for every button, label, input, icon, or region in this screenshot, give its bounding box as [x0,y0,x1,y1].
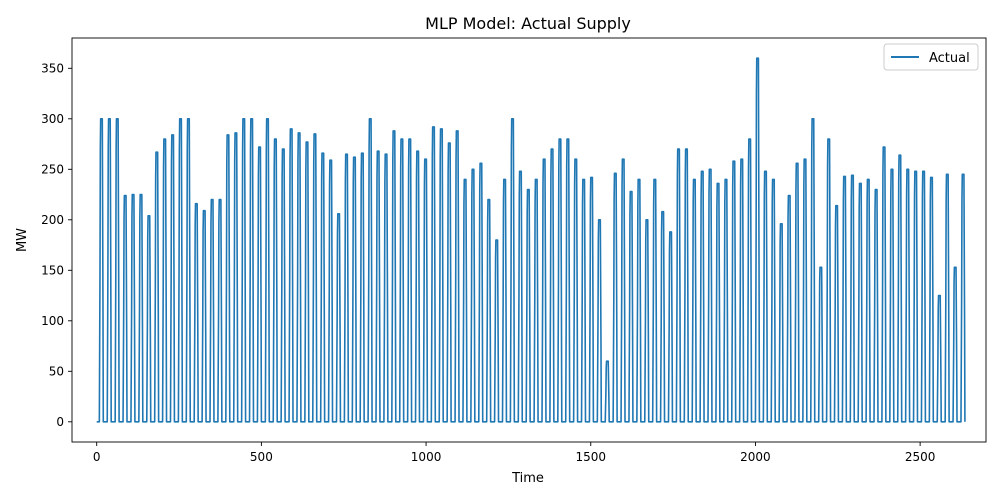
y-tick-label: 250 [41,162,64,176]
y-axis-label: MW [15,228,30,252]
y-tick-label: 300 [41,112,64,126]
y-axis: 0 50 100 150 200 250 300 350 [41,61,72,429]
y-tick-label: 150 [41,263,64,277]
legend-label-actual: Actual [929,51,970,66]
legend-box [883,43,979,71]
y-tick-label: 50 [49,364,64,378]
legend: Actual [883,43,979,71]
axes-frame [71,37,987,443]
y-tick-label: 100 [41,314,64,328]
x-tick-label: 1000 [411,450,442,464]
chart-title: MLP Model: Actual Supply [425,14,631,33]
series-line-actual [96,57,966,423]
x-axis-label: Time [511,471,544,486]
x-axis: 0 500 1000 1500 2000 2500 [93,442,936,464]
x-tick-label: 1500 [575,450,606,464]
y-tick-label: 200 [41,213,64,227]
y-tick-label: 350 [41,61,64,75]
x-tick-label: 2000 [740,450,771,464]
y-tick-label: 0 [56,415,64,429]
x-tick-label: 500 [250,450,273,464]
x-tick-label: 2500 [905,450,936,464]
plot-area [96,57,966,423]
x-tick-label: 0 [93,450,101,464]
